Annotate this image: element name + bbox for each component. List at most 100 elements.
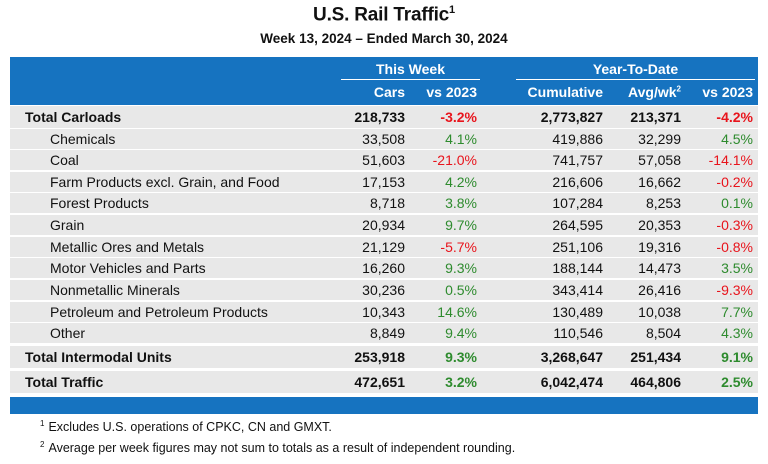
cell-avg-wk: 251,434 bbox=[630, 349, 681, 365]
table-row: Total Carloads 218,733 -3.2% 2,773,827 213,3… bbox=[10, 106, 758, 128]
cell-cumulative: 419,886 bbox=[552, 131, 603, 147]
cell-cars: 218,733 bbox=[354, 109, 405, 125]
cell-avg-wk: 16,662 bbox=[638, 174, 681, 190]
cell-vs-ytd: -14.1% bbox=[708, 152, 753, 168]
footnote-text: Excludes U.S. operations of CPKC, CN and… bbox=[48, 420, 332, 435]
cell-avg-wk: 8,253 bbox=[645, 195, 681, 211]
row-label: Motor Vehicles and Parts bbox=[50, 260, 206, 276]
cell-vs-ytd: 9.1% bbox=[721, 349, 753, 365]
cell-vs-ytd: 4.5% bbox=[721, 131, 753, 147]
footnote-mark: 2 bbox=[676, 84, 681, 94]
cell-avg-wk: 32,299 bbox=[638, 131, 681, 147]
table-row: Metallic Ores and Metals 21,129 -5.7% 251,1… bbox=[10, 237, 758, 257]
cell-vs-ytd: 2.5% bbox=[721, 374, 753, 390]
cell-avg-wk: 57,058 bbox=[638, 152, 681, 168]
cell-cumulative: 343,414 bbox=[552, 282, 603, 298]
cell-avg-wk: 8,504 bbox=[645, 325, 681, 341]
cell-cars: 51,603 bbox=[362, 152, 405, 168]
row-label: Total Carloads bbox=[25, 109, 122, 125]
cell-vs-week: 9.7% bbox=[445, 217, 477, 233]
cell-avg-wk: 213,371 bbox=[630, 109, 681, 125]
cell-vs-ytd: 4.3% bbox=[721, 325, 753, 341]
table-row: Grain 20,934 9.7% 264,595 20,353 -0.3% bbox=[10, 215, 758, 235]
cell-cars: 8,718 bbox=[369, 195, 405, 211]
cell-cumulative: 3,268,647 bbox=[540, 349, 603, 365]
header-vs-2023-ytd: vs 2023 bbox=[702, 84, 753, 100]
cell-cumulative: 6,042,474 bbox=[540, 374, 603, 390]
cell-cumulative: 251,106 bbox=[552, 239, 603, 255]
cell-cumulative: 741,757 bbox=[552, 152, 603, 168]
cell-vs-week: -3.2% bbox=[440, 109, 477, 125]
row-label: Nonmetallic Minerals bbox=[50, 282, 180, 298]
table-row: Motor Vehicles and Parts 16,260 9.3% 188,14… bbox=[10, 258, 758, 278]
row-label: Grain bbox=[50, 217, 85, 233]
cell-cars: 21,129 bbox=[362, 239, 405, 255]
page-title: U.S. Rail Traffic1 bbox=[0, 4, 768, 26]
row-label: Chemicals bbox=[50, 131, 116, 147]
row-label: Coal bbox=[50, 152, 79, 168]
cell-vs-week: 9.4% bbox=[445, 325, 477, 341]
cell-vs-week: 4.2% bbox=[445, 174, 477, 190]
cell-cars: 253,918 bbox=[354, 349, 405, 365]
footnote-text: Average per week figures may not sum to … bbox=[48, 441, 516, 456]
table-footer-bar bbox=[10, 397, 758, 414]
row-label: Petroleum and Petroleum Products bbox=[50, 304, 268, 320]
cell-avg-wk: 10,038 bbox=[638, 304, 681, 320]
cell-vs-ytd: -0.8% bbox=[716, 239, 753, 255]
footnote-1: 1 Excludes U.S. operations of CPKC, CN an… bbox=[40, 419, 332, 434]
cell-vs-week: 9.3% bbox=[445, 349, 477, 365]
cell-cumulative: 107,284 bbox=[552, 195, 603, 211]
avg-wk-label: Avg/wk bbox=[628, 84, 677, 100]
row-label: Farm Products excl. Grain, and Food bbox=[50, 174, 280, 190]
cell-cars: 8,849 bbox=[369, 325, 405, 341]
cell-vs-ytd: -0.3% bbox=[716, 217, 753, 233]
header-vs-2023-week: vs 2023 bbox=[426, 84, 477, 100]
cell-vs-ytd: -4.2% bbox=[716, 109, 753, 125]
cell-cars: 16,260 bbox=[362, 260, 405, 276]
cell-vs-week: 3.2% bbox=[445, 374, 477, 390]
cell-avg-wk: 464,806 bbox=[630, 374, 681, 390]
title-text: U.S. Rail Traffic bbox=[313, 4, 450, 26]
cell-cars: 33,508 bbox=[362, 131, 405, 147]
table-row: Forest Products 8,718 3.8% 107,284 8,253 0.1% bbox=[10, 193, 758, 213]
cell-cars: 30,236 bbox=[362, 282, 405, 298]
header-cars: Cars bbox=[373, 84, 405, 100]
footnote-mark: 2 bbox=[40, 440, 45, 449]
cell-vs-week: 3.8% bbox=[445, 195, 477, 211]
row-label: Metallic Ores and Metals bbox=[50, 239, 205, 255]
subtitle: Week 13, 2024 – Ended March 30, 2024 bbox=[260, 31, 508, 46]
cell-vs-week: 4.1% bbox=[445, 131, 477, 147]
cell-cumulative: 216,606 bbox=[552, 174, 603, 190]
row-label: Forest Products bbox=[50, 195, 149, 211]
row-label: Total Intermodal Units bbox=[25, 349, 172, 365]
header-avg-wk: Avg/wk2 bbox=[581, 84, 681, 100]
cell-vs-ytd: -9.3% bbox=[716, 282, 753, 298]
cell-vs-ytd: -0.2% bbox=[716, 174, 753, 190]
cell-cars: 10,343 bbox=[362, 304, 405, 320]
table-row: Farm Products excl. Grain, and Food 17,15… bbox=[10, 172, 758, 192]
cell-vs-week: -21.0% bbox=[432, 152, 477, 168]
table-row: Petroleum and Petroleum Products 10,343 14… bbox=[10, 302, 758, 322]
cell-vs-ytd: 3.5% bbox=[721, 260, 753, 276]
footnote-mark: 1 bbox=[449, 4, 455, 16]
cell-avg-wk: 26,416 bbox=[638, 282, 681, 298]
cell-cumulative: 110,546 bbox=[553, 325, 603, 341]
cell-vs-ytd: 0.1% bbox=[721, 195, 753, 211]
cell-avg-wk: 14,473 bbox=[638, 260, 681, 276]
table-row: Coal 51,603 -21.0% 741,757 57,058 -14.1% bbox=[10, 150, 758, 170]
table-row: Chemicals 33,508 4.1% 419,886 32,299 4.5% bbox=[10, 129, 758, 149]
cell-vs-week: -5.7% bbox=[440, 239, 477, 255]
cell-cars: 20,934 bbox=[362, 217, 405, 233]
cell-cars: 17,153 bbox=[362, 174, 405, 190]
cell-cumulative: 2,773,827 bbox=[540, 109, 603, 125]
table-row: Other 8,849 9.4% 110,546 8,504 4.3% bbox=[10, 323, 758, 343]
footnote-mark: 1 bbox=[40, 419, 45, 428]
cell-vs-week: 14.6% bbox=[437, 304, 477, 320]
header-cumulative: Cumulative bbox=[527, 84, 603, 100]
table-row: Nonmetallic Minerals 30,236 0.5% 343,414 26,… bbox=[10, 280, 758, 300]
cell-cars: 472,651 bbox=[354, 374, 405, 390]
header-this-week: This Week bbox=[341, 61, 480, 80]
row-label: Other bbox=[50, 325, 86, 341]
cell-cumulative: 130,489 bbox=[552, 304, 603, 320]
table-header: This Week Year-To-Date Cars vs 2023 Cumu… bbox=[10, 57, 758, 105]
